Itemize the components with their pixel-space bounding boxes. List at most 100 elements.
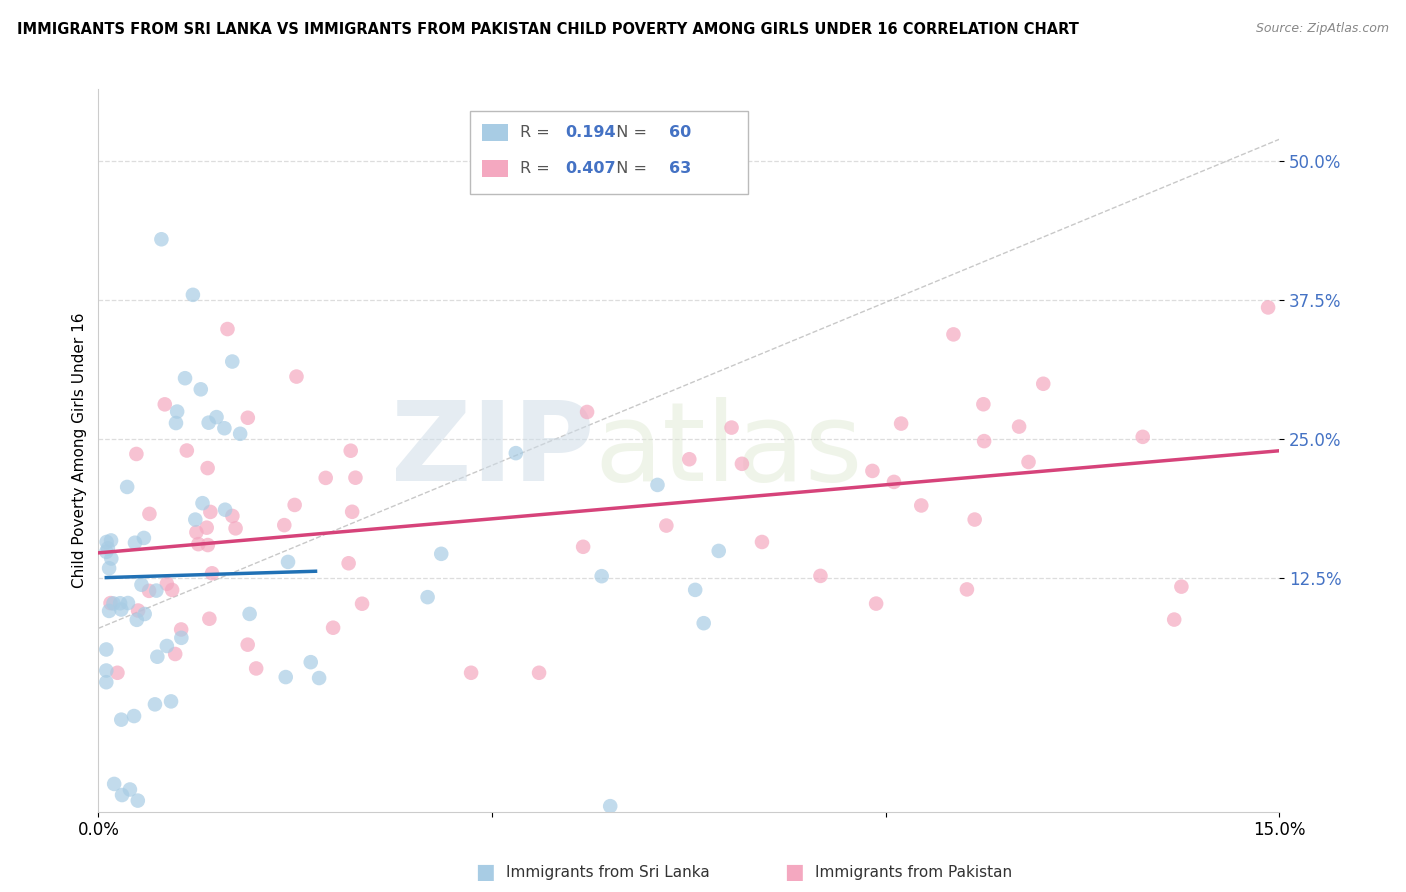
Point: [236, 410, 259, 425]
Point: [146, 649, 169, 664]
Point: [160, 582, 183, 597]
Point: [134, 607, 156, 621]
Point: [195, 521, 218, 535]
Point: [731, 457, 754, 471]
Point: [138, 583, 160, 598]
Point: [153, 397, 176, 411]
Point: [100, 551, 122, 566]
Point: [751, 535, 773, 549]
FancyBboxPatch shape: [482, 124, 508, 141]
Text: N =: N =: [606, 161, 652, 177]
Point: [1132, 430, 1154, 444]
Point: [217, 322, 239, 336]
Point: [96, 642, 118, 657]
Point: [127, 603, 149, 617]
Point: [973, 434, 995, 449]
Point: [460, 665, 482, 680]
Point: [125, 447, 148, 461]
Point: [239, 607, 262, 621]
Point: [176, 443, 198, 458]
Point: [942, 327, 965, 342]
Point: [277, 555, 299, 569]
Text: 63: 63: [669, 161, 692, 177]
Point: [344, 471, 367, 485]
Point: [124, 535, 146, 549]
Point: [98, 604, 121, 618]
Text: ■: ■: [785, 863, 804, 882]
Point: [205, 410, 228, 425]
Point: [156, 576, 179, 591]
Point: [214, 421, 236, 435]
Point: [97, 541, 120, 556]
Y-axis label: Child Poverty Among Girls Under 16: Child Poverty Among Girls Under 16: [72, 313, 87, 588]
Point: [170, 631, 193, 645]
Point: [96, 664, 118, 678]
Point: [576, 405, 599, 419]
Point: [118, 782, 141, 797]
Point: [890, 417, 912, 431]
Point: [1257, 301, 1279, 315]
Point: [111, 788, 134, 802]
Point: [150, 232, 173, 246]
Point: [245, 661, 267, 675]
Point: [599, 799, 621, 814]
Point: [110, 713, 132, 727]
Point: [430, 547, 453, 561]
Point: [308, 671, 330, 685]
Point: [100, 533, 122, 548]
Point: [98, 561, 121, 575]
Point: [352, 597, 374, 611]
Point: [117, 596, 139, 610]
Point: [143, 698, 166, 712]
Point: [1018, 455, 1040, 469]
Point: [860, 464, 883, 478]
Point: [131, 578, 153, 592]
Point: [225, 521, 247, 535]
Point: [184, 512, 207, 526]
Point: [125, 613, 148, 627]
Point: [810, 569, 832, 583]
Point: [655, 518, 678, 533]
Point: [572, 540, 595, 554]
Text: Source: ZipAtlas.com: Source: ZipAtlas.com: [1256, 22, 1389, 36]
Point: [138, 507, 160, 521]
Point: [339, 443, 361, 458]
Point: [200, 505, 222, 519]
Point: [197, 538, 219, 552]
Point: [956, 582, 979, 597]
Point: [505, 446, 527, 460]
Point: [165, 647, 187, 661]
Point: [165, 416, 187, 430]
Point: [156, 639, 179, 653]
Text: Immigrants from Pakistan: Immigrants from Pakistan: [815, 865, 1012, 880]
Text: N =: N =: [606, 125, 652, 140]
Point: [236, 638, 259, 652]
Point: [972, 397, 994, 411]
Point: [166, 404, 188, 418]
Point: [221, 508, 243, 523]
Text: 0.407: 0.407: [565, 161, 616, 177]
Point: [337, 556, 360, 570]
Point: [201, 566, 224, 581]
Point: [103, 596, 125, 610]
Point: [103, 777, 125, 791]
Point: [865, 597, 887, 611]
Point: [100, 596, 122, 610]
Text: ZIP: ZIP: [391, 397, 595, 504]
Point: [115, 480, 138, 494]
Point: [1008, 419, 1031, 434]
Point: [197, 461, 219, 475]
Point: [285, 369, 308, 384]
Point: [197, 416, 219, 430]
Point: [181, 288, 204, 302]
Point: [315, 471, 337, 485]
Point: [322, 621, 344, 635]
Point: [299, 655, 322, 669]
Point: [720, 420, 742, 434]
Text: ■: ■: [475, 863, 495, 882]
Point: [187, 537, 209, 551]
Point: [191, 496, 214, 510]
Point: [910, 499, 932, 513]
Point: [122, 709, 145, 723]
Point: [107, 665, 129, 680]
